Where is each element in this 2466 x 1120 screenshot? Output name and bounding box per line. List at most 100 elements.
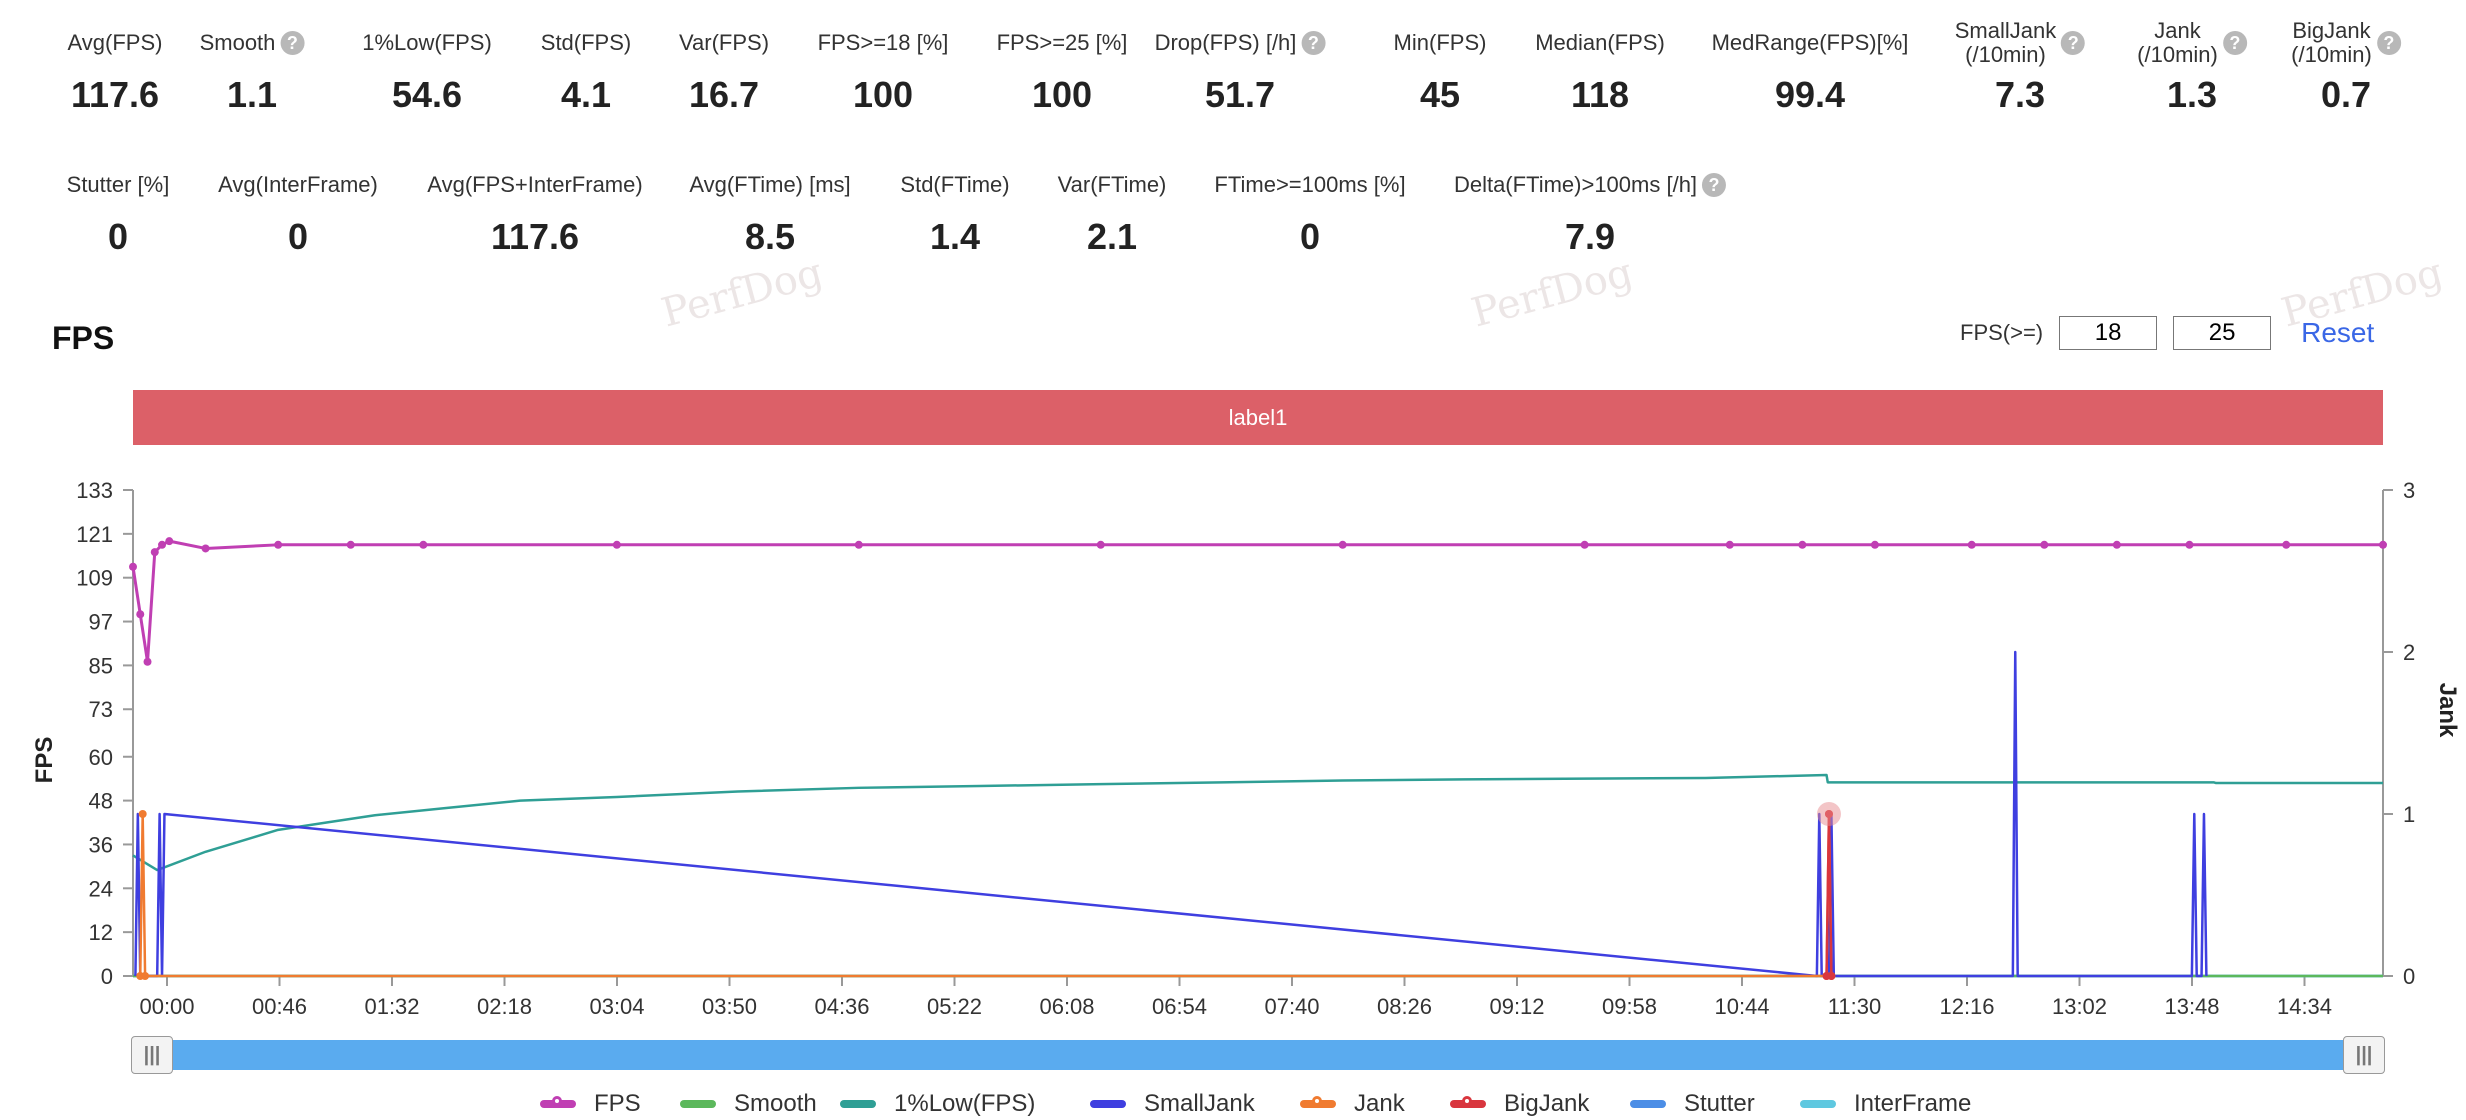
y-tick-label-right: 2 [2403,640,2415,665]
x-tick-label: 09:58 [1602,994,1657,1019]
stat-value: 118 [1570,74,1630,115]
reset-button[interactable]: Reset [2301,317,2375,348]
data-point-fps [2282,540,2291,549]
x-tick-label: 04:36 [814,994,869,1019]
stat-label-text: SmallJank [1954,18,2057,43]
time-range-slider[interactable]: ||| ||| [131,1036,2385,1074]
legend-item-1-low-fps[interactable]: 1%Low(FPS) [840,1090,1035,1118]
stat-label-text: Median(FPS) [1535,30,1665,55]
data-point-jank [141,972,150,980]
x-tick-label: 05:22 [927,994,982,1019]
y-tick-label-left: 0 [101,964,113,989]
data-point-fps [201,544,210,553]
stat-value: 4.1 [560,74,612,115]
stat-bigjank: BigJank (/10min)? 0.7 [2291,18,2401,116]
fps-threshold-controls: FPS(>=) Reset [1960,316,2374,350]
stat-label-text: Stutter [%] [66,172,170,197]
legend-item-smalljank[interactable]: SmallJank [1090,1090,1255,1118]
help-icon[interactable]: ? [2376,31,2401,55]
slider-handle-right[interactable]: ||| [2343,1036,2385,1074]
stat-value: 0 [1299,216,1321,257]
y-tick-label-left: 85 [89,653,113,678]
stat-std-ftime: Std(FTime) 1.4 [900,160,1009,258]
legend-item-smooth[interactable]: Smooth [680,1090,817,1118]
data-point-fps [2185,540,2194,549]
stat-stutter: Stutter [%] 0 [67,160,170,258]
help-icon[interactable]: ? [1702,173,1727,197]
y-tick-label-right: 1 [2403,802,2415,827]
label-band[interactable]: label1 [133,390,2383,445]
legend-item-bigjank[interactable]: BigJank [1450,1090,1589,1118]
stat-label-text: Avg(InterFrame) [218,172,378,197]
slider-handle-left[interactable]: ||| [131,1036,173,1074]
stat-label-text: Smooth [199,30,276,55]
legend-item-fps[interactable]: FPS [540,1090,641,1118]
data-point-fps [1725,540,1734,549]
help-icon[interactable]: ? [2061,31,2086,55]
stat-value: 0 [107,216,129,257]
series-line-fps [131,539,2383,664]
stat-label: FPS>=25 [%] [997,18,1128,68]
stat-label-text: Avg(FTime) [ms] [689,172,851,197]
x-tick-label: 07:40 [1264,994,1319,1019]
stat-label: FPS>=18 [%] [818,18,949,68]
legend-label: Jank [1354,1090,1405,1117]
x-tick-label: 02:18 [477,994,532,1019]
threshold-input-low[interactable] [2059,316,2158,350]
stat-label: Avg(FTime) [ms] [689,160,850,210]
stat-label: FTime>=100ms [%] [1214,160,1405,210]
stat-value: 1.3 [2166,74,2218,115]
stat-min-fps: Min(FPS) 45 [1394,18,1487,116]
x-tick-label: 03:50 [702,994,757,1019]
x-tick-label: 00:00 [139,994,194,1019]
data-point-fps [1967,540,1976,549]
y-tick-label-left: 97 [89,610,113,635]
stat-value: 51.7 [1204,74,1276,115]
legend-item-interframe[interactable]: InterFrame [1800,1090,1971,1118]
stat-label: Avg(FPS) [68,18,163,68]
stat-label-text: FPS>=25 [%] [996,30,1128,55]
legend-label: BigJank [1504,1090,1590,1117]
stat-label-text: Var(FTime) [1057,172,1167,197]
legend-item-stutter[interactable]: Stutter [1630,1090,1755,1118]
data-point-fps [150,548,159,557]
threshold-label: FPS(>=) [1960,320,2044,345]
y-tick-label-left: 121 [76,522,113,547]
data-point-fps [2379,540,2387,549]
stat-label-text: FTime>=100ms [%] [1214,172,1406,197]
y-axis-label-left: FPS [31,737,58,784]
stat-value: 8.5 [744,216,796,257]
watermark: PerfDog [656,249,828,337]
x-tick-label: 13:48 [2164,994,2219,1019]
stat-label-text: Std(FTime) [900,172,1010,197]
data-point-fps [2112,540,2121,549]
legend-label: FPS [594,1090,641,1117]
stat-label: Std(FTime) [900,160,1009,210]
data-point-fps [158,540,167,549]
legend-swatch [540,1096,576,1108]
help-icon[interactable]: ? [280,31,305,55]
stat-fps-25: FPS>=25 [%] 100 [997,18,1128,116]
stat-label: Min(FPS) [1394,18,1487,68]
stat-median-fps: Median(FPS) 118 [1535,18,1665,116]
data-point-fps [854,540,863,549]
stat-label-unit: (/10min) [1965,42,2046,67]
stat-label: Avg(FPS+InterFrame) [427,160,642,210]
stat-std-fps: Std(FPS) 4.1 [541,18,631,116]
legend-item-jank[interactable]: Jank [1300,1090,1405,1118]
stat-label-text: FPS>=18 [%] [817,30,949,55]
chart-legend: FPS Smooth 1%Low(FPS) SmallJank Jank BigJank S… [0,1090,2466,1120]
legend-label: InterFrame [1854,1090,1972,1117]
stat-label: Var(FTime) [1058,160,1167,210]
stat-jank: Jank (/10min)? 1.3 [2137,18,2247,116]
data-point-fps [419,540,428,549]
help-icon[interactable]: ? [1301,31,1326,55]
stat-value: 45 [1419,74,1461,115]
data-point-fps [1096,540,1105,549]
threshold-input-high[interactable] [2173,316,2272,350]
help-icon[interactable]: ? [2222,31,2247,55]
data-point-fps [1798,540,1807,549]
x-tick-label: 00:46 [252,994,307,1019]
legend-swatch [1090,1100,1126,1108]
